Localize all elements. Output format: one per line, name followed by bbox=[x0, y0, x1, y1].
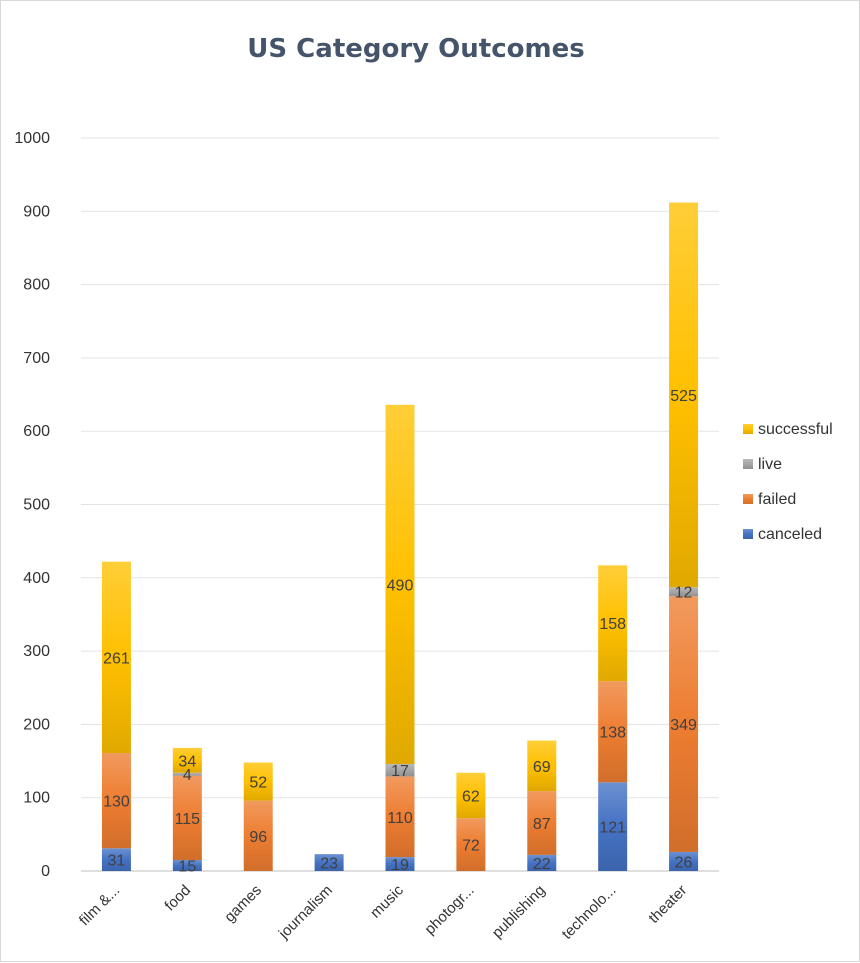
bar-failed bbox=[456, 818, 486, 871]
data-label: 19 bbox=[391, 857, 409, 874]
y-tick-label: 200 bbox=[23, 716, 50, 733]
legend-swatch-canceled bbox=[743, 529, 753, 539]
bar-canceled bbox=[172, 860, 202, 871]
data-label: 26 bbox=[675, 854, 693, 871]
y-tick-label: 1000 bbox=[14, 130, 50, 147]
data-label: 115 bbox=[175, 811, 201, 828]
bars bbox=[101, 202, 699, 871]
bar-successful bbox=[527, 740, 557, 792]
data-label: 31 bbox=[108, 853, 126, 870]
bar-successful bbox=[598, 565, 628, 682]
data-label: 12 bbox=[675, 585, 693, 602]
x-tick-label: film &... bbox=[76, 882, 123, 929]
data-label: 490 bbox=[387, 577, 414, 594]
data-label: 22 bbox=[533, 856, 551, 873]
x-tick-label: games bbox=[221, 882, 265, 926]
bar-canceled bbox=[669, 851, 699, 871]
bar-canceled bbox=[314, 854, 344, 871]
x-tick-label: technolo... bbox=[559, 882, 620, 943]
bar-successful bbox=[101, 561, 131, 753]
chart-title: US Category Outcomes bbox=[247, 34, 584, 64]
data-label: 158 bbox=[599, 616, 626, 633]
x-tick-label: journalism bbox=[275, 882, 336, 943]
bar-live bbox=[385, 763, 415, 777]
bar-failed bbox=[598, 681, 628, 783]
x-tick-label: publishing bbox=[489, 882, 549, 942]
y-tick-label: 500 bbox=[23, 497, 50, 514]
legend-label-live: live bbox=[758, 456, 782, 473]
data-label: 130 bbox=[103, 794, 130, 811]
x-axis-ticks: film &... food games journalism music photogr… bbox=[76, 881, 690, 942]
data-label: 138 bbox=[599, 725, 626, 742]
data-label: 69 bbox=[533, 759, 551, 776]
data-label: 87 bbox=[533, 816, 551, 833]
bar-canceled bbox=[385, 857, 415, 871]
bar-successful bbox=[456, 772, 486, 819]
data-labels: 31 130 261 15 115 434 96 52 23 19 110 17 490 72 62 22 87… bbox=[103, 388, 697, 876]
legend-swatch-live bbox=[743, 459, 753, 469]
bar-failed bbox=[385, 776, 415, 858]
bar-canceled bbox=[598, 782, 628, 871]
data-label: 72 bbox=[462, 838, 480, 855]
legend-swatch-failed bbox=[743, 494, 753, 504]
legend-label-canceled: canceled bbox=[758, 526, 822, 543]
legend-label-failed: failed bbox=[758, 491, 796, 508]
data-label: 34 bbox=[178, 753, 196, 770]
bar-failed bbox=[243, 800, 273, 871]
data-label: 96 bbox=[249, 829, 267, 846]
bar-live bbox=[172, 772, 202, 776]
data-label: 121 bbox=[599, 820, 626, 837]
x-tick-label: music bbox=[367, 881, 407, 921]
bar-canceled bbox=[527, 854, 557, 871]
bar-failed bbox=[101, 752, 131, 849]
x-tick-label: theater bbox=[645, 882, 690, 927]
legend-label-successful: successful bbox=[758, 421, 833, 438]
data-label: 23 bbox=[320, 856, 338, 873]
y-tick-label: 100 bbox=[23, 790, 50, 807]
bar-live bbox=[669, 587, 699, 597]
data-label: 62 bbox=[462, 789, 480, 806]
y-tick-label: 600 bbox=[23, 423, 50, 440]
legend-swatch-successful bbox=[743, 424, 753, 434]
y-tick-label: 0 bbox=[41, 863, 50, 880]
y-tick-label: 400 bbox=[23, 570, 50, 587]
y-tick-label: 900 bbox=[23, 203, 50, 220]
bar-failed bbox=[669, 596, 699, 852]
y-tick-label: 800 bbox=[23, 277, 50, 294]
y-tick-label: 700 bbox=[23, 350, 50, 367]
data-label: 110 bbox=[387, 810, 413, 827]
bar-successful bbox=[669, 202, 699, 588]
data-label: 4 bbox=[183, 767, 192, 784]
data-label: 52 bbox=[249, 775, 267, 792]
data-label: 15 bbox=[178, 859, 196, 876]
y-axis-ticks: 0 100 200 300 400 500 600 700 800 900 1000 bbox=[14, 130, 50, 880]
legend: successful live failed canceled bbox=[743, 421, 833, 543]
data-label: 17 bbox=[391, 763, 409, 780]
x-tick-label: food bbox=[161, 882, 194, 915]
bar-failed bbox=[172, 775, 202, 861]
data-label: 349 bbox=[670, 717, 697, 734]
y-tick-label: 300 bbox=[23, 643, 50, 660]
bar-successful bbox=[385, 404, 415, 764]
bar-canceled bbox=[101, 848, 131, 871]
x-tick-label: photogr... bbox=[421, 882, 477, 938]
data-label: 261 bbox=[103, 650, 130, 667]
bar-successful bbox=[172, 747, 202, 773]
data-label: 525 bbox=[670, 388, 697, 405]
bar-successful bbox=[243, 762, 273, 801]
bar-failed bbox=[527, 791, 557, 855]
